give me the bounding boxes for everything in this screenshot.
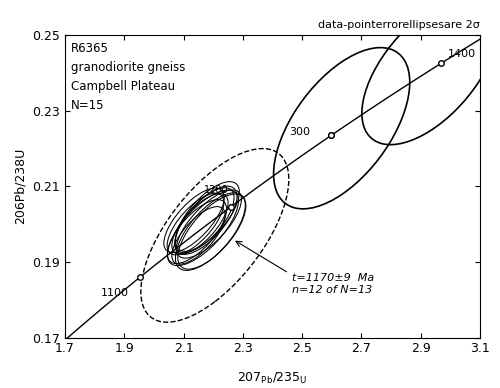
Text: 1400: 1400 <box>448 49 475 59</box>
Text: 1100: 1100 <box>100 288 128 298</box>
Text: R6365
granodiorite gneiss
Campbell Plateau
N=15: R6365 granodiorite gneiss Campbell Plate… <box>71 43 186 113</box>
Text: t=1170±9  Ma
n=12 of N=13: t=1170±9 Ma n=12 of N=13 <box>292 273 374 295</box>
Text: 207$_{\mathregular{Pb}}$/235$_{\mathregular{U}}$: 207$_{\mathregular{Pb}}$/235$_{\mathregu… <box>238 371 308 386</box>
Y-axis label: 206Pb/238U: 206Pb/238U <box>14 148 26 224</box>
Text: 300: 300 <box>290 126 310 137</box>
Text: data-pointerrorellipsesare 2σ: data-pointerrorellipsesare 2σ <box>318 21 480 30</box>
Text: 1200: 1200 <box>204 185 228 195</box>
